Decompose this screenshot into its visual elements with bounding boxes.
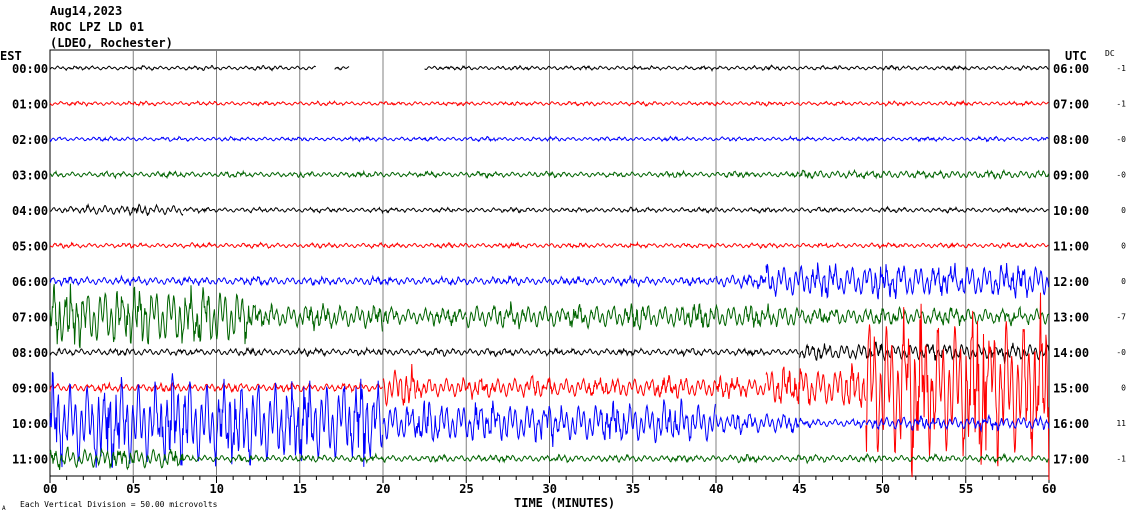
trace-line: [865, 292, 1050, 480]
dc-offset-value: -1: [1116, 455, 1126, 464]
trace-line: [49, 446, 184, 471]
trace-line: [334, 66, 350, 71]
est-time-label: 02:00: [12, 133, 48, 147]
est-time-label: 05:00: [12, 240, 48, 254]
x-tick-label: 50: [876, 482, 890, 496]
utc-time-label: 08:00: [1053, 133, 1089, 147]
est-time-label: 00:00: [12, 62, 48, 76]
trace-line: [424, 64, 1049, 73]
scale-note: Each Vertical Division = 50.00 microvolt…: [20, 500, 218, 509]
est-axis-label: EST: [0, 49, 22, 63]
x-tick-label: 60: [1042, 482, 1056, 496]
utc-time-label: 17:00: [1053, 453, 1089, 467]
dc-offset-value: -7: [1116, 313, 1126, 322]
utc-time-label: 09:00: [1053, 169, 1089, 183]
trace-line: [49, 346, 800, 358]
dc-offset-value: 0: [1121, 206, 1126, 215]
x-tick-label: 00: [43, 482, 57, 496]
utc-time-label: 12:00: [1053, 275, 1089, 289]
dc-offset-value: -0: [1116, 348, 1126, 357]
trace-line: [49, 240, 1049, 250]
trace-line: [182, 452, 1049, 465]
est-time-label: 09:00: [12, 382, 48, 396]
trace-line: [249, 302, 383, 332]
x-tick-label: 20: [376, 482, 390, 496]
dc-offset-value: -1: [1116, 64, 1126, 73]
x-tick-label: 25: [459, 482, 473, 496]
dc-offset-value: 0: [1121, 277, 1126, 286]
trace-line: [82, 203, 184, 217]
trace-line: [49, 64, 316, 72]
trace-line: [49, 274, 716, 288]
dc-offset-value: -1: [1116, 100, 1126, 109]
dc-offset-value: 11: [1116, 419, 1126, 428]
utc-time-label: 06:00: [1053, 62, 1089, 76]
x-tick-label: 40: [709, 482, 723, 496]
utc-axis-label: UTC: [1065, 49, 1087, 63]
x-tick-label: 35: [626, 482, 640, 496]
date-label: Aug14,2023: [50, 4, 123, 18]
utc-time-label: 13:00: [1053, 311, 1089, 325]
dc-offset-value: 0: [1121, 384, 1126, 393]
utc-time-label: 14:00: [1053, 346, 1089, 360]
trace-line: [715, 413, 800, 436]
trace-line: [49, 99, 1049, 107]
dc-offset-value: 0: [1121, 242, 1126, 251]
est-time-label: 03:00: [12, 169, 48, 183]
corner-mark: A: [2, 505, 6, 512]
trace-line: [415, 374, 766, 400]
trace-line: [182, 205, 1049, 215]
trace-line: [798, 417, 866, 429]
x-tick-label: 30: [543, 482, 557, 496]
trace-line: [382, 398, 716, 448]
station-label: ROC LPZ LD 01: [50, 20, 144, 34]
trace-line: [382, 363, 417, 408]
trace-line: [715, 274, 767, 290]
trace-line: [49, 169, 800, 180]
trace-line: [49, 205, 84, 214]
x-tick-label: 05: [126, 482, 140, 496]
trace-line: [49, 381, 383, 394]
trace-line: [49, 371, 383, 468]
dc-offset-value: -0: [1116, 135, 1126, 144]
x-tick-label: 15: [293, 482, 307, 496]
x-axis-title: TIME (MINUTES): [514, 496, 615, 510]
network-label: (LDEO, Rochester): [50, 36, 173, 50]
trace-line: [765, 262, 1050, 300]
est-time-label: 07:00: [12, 311, 48, 325]
est-time-label: 04:00: [12, 204, 48, 218]
utc-time-label: 07:00: [1053, 98, 1089, 112]
trace-line: [865, 413, 1050, 433]
dc-offset-value: -0: [1116, 171, 1126, 180]
utc-time-label: 15:00: [1053, 382, 1089, 396]
trace-line: [49, 283, 251, 349]
dc-label: DC: [1105, 49, 1115, 58]
trace-line: [49, 135, 1049, 143]
est-time-label: 06:00: [12, 275, 48, 289]
trace-line: [765, 363, 867, 408]
x-tick-label: 55: [959, 482, 973, 496]
utc-time-label: 11:00: [1053, 240, 1089, 254]
est-time-label: 08:00: [12, 346, 48, 360]
utc-time-label: 16:00: [1053, 417, 1089, 431]
est-time-label: 11:00: [12, 453, 48, 467]
utc-time-label: 10:00: [1053, 204, 1089, 218]
trace-line: [382, 305, 467, 327]
trace-line: [799, 305, 1050, 327]
x-tick-label: 45: [792, 482, 806, 496]
est-time-label: 10:00: [12, 417, 48, 431]
x-tick-label: 10: [210, 482, 224, 496]
trace-line: [798, 168, 1050, 180]
est-time-label: 01:00: [12, 98, 48, 112]
trace-line: [465, 301, 800, 331]
